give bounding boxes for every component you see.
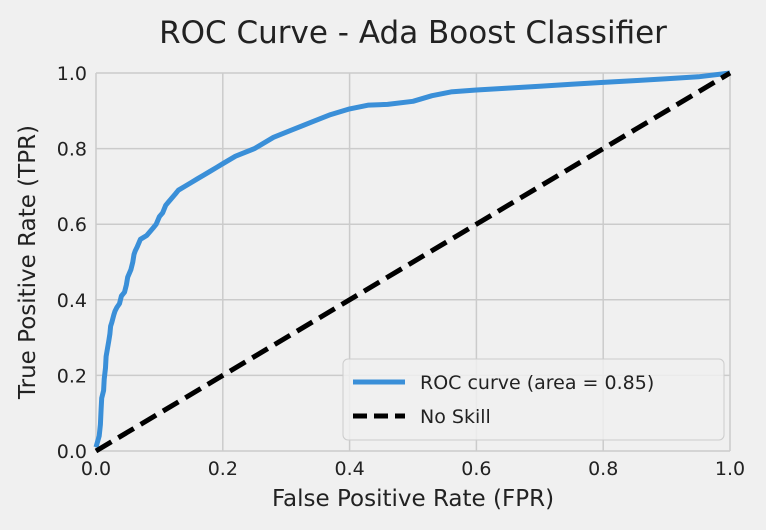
- x-axis-label: False Positive Rate (FPR): [272, 486, 554, 512]
- x-tick-label: 0.2: [208, 458, 238, 480]
- x-tick-label: 0.6: [461, 458, 491, 480]
- y-axis-label: True Positive Rate (TPR): [15, 125, 41, 400]
- series-lines: [93, 70, 732, 454]
- y-tick-label: 0.0: [57, 441, 87, 463]
- x-tick-label: 0.0: [81, 458, 111, 480]
- legend: ROC curve (area = 0.85) No Skill: [342, 358, 725, 441]
- y-tick-labels: 0.0 0.2 0.4 0.6 0.8 1.0: [57, 63, 87, 463]
- x-tick-label: 0.8: [588, 458, 618, 480]
- y-tick-label: 0.6: [57, 214, 87, 236]
- legend-box: [342, 358, 725, 441]
- x-tick-labels: 0.0 0.2 0.4 0.6 0.8 1.0: [81, 458, 745, 480]
- no-skill-line: [94, 70, 732, 454]
- y-tick-label: 0.2: [57, 365, 87, 387]
- legend-label-no-skill: No Skill: [420, 406, 491, 428]
- y-tick-label: 0.4: [57, 290, 87, 312]
- roc-curve-line: [93, 70, 731, 448]
- grid-lines: [95, 72, 731, 452]
- x-tick-label: 0.4: [334, 458, 364, 480]
- chart-title: ROC Curve - Ada Boost Classifier: [159, 15, 667, 51]
- y-tick-label: 1.0: [57, 63, 87, 85]
- legend-label-roc: ROC curve (area = 0.85): [420, 372, 654, 394]
- y-tick-label: 0.8: [57, 139, 87, 161]
- x-tick-label: 1.0: [715, 458, 745, 480]
